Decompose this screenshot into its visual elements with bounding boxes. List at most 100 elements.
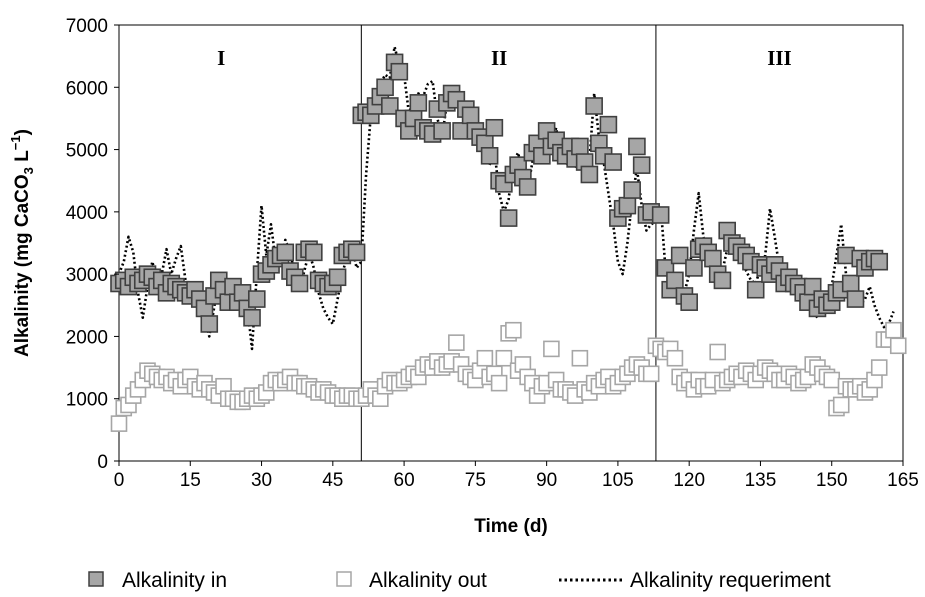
- y-tick-label: 3000: [66, 265, 108, 286]
- alkalinity-in-point: [485, 118, 504, 137]
- x-tick-label: 165: [887, 470, 919, 491]
- alkalinity-in-point: [200, 315, 219, 333]
- x-axis-ticks: 0 15 30 45 60 75 90 105 120 135 150 165: [114, 461, 919, 491]
- legend-label-alkalinity-out: Alkalinity out: [369, 569, 487, 592]
- alkalinity-out-point: [870, 359, 888, 376]
- alkalinity-in-point: [499, 209, 518, 227]
- alkalinity-out-point: [885, 321, 902, 339]
- y-axis-title: Alkalinity (mg CaCO3 L−1): [8, 129, 36, 357]
- alkalinity-in-point: [651, 206, 670, 224]
- y-tick-label: 6000: [66, 78, 108, 99]
- alkalinity-out-point: [832, 396, 850, 414]
- alkalinity-in-point: [870, 252, 889, 271]
- x-tick-label: 120: [673, 470, 705, 491]
- x-axis-title: Time (d): [474, 516, 548, 537]
- phase-labels: I II III: [217, 46, 792, 70]
- alkalinity-in-point: [571, 137, 589, 156]
- alkalinity-in-point: [585, 97, 603, 115]
- alkalinity-in-point: [328, 268, 347, 287]
- x-tick-label: 105: [602, 470, 634, 491]
- alkalinity-in-point: [628, 137, 646, 156]
- y-tick-label: 4000: [66, 203, 108, 224]
- series-alkalinity-in: [110, 53, 889, 333]
- legend: Alkalinity in Alkalinity out Alkalinity …: [88, 569, 831, 592]
- plot-area: [118, 24, 904, 462]
- alkalinity-out-point: [823, 371, 841, 389]
- x-tick-label: 135: [745, 470, 777, 491]
- alkalinity-in-point: [623, 181, 641, 199]
- x-tick-label: 45: [322, 470, 343, 491]
- alkalinity-in-point: [247, 290, 266, 308]
- alkalinity-in-point: [713, 271, 732, 290]
- y-axis-title-main: Alkalinity (mg CaCO: [12, 174, 33, 357]
- alkalinity-out-point: [476, 349, 494, 367]
- alkalinity-out-point: [505, 321, 522, 339]
- alkalinity-out-point: [666, 349, 684, 367]
- y-axis-title-superscript: −1: [8, 135, 23, 150]
- x-tick-label: 0: [114, 470, 125, 491]
- alkalinity-in-point: [680, 293, 698, 311]
- y-tick-label: 1000: [66, 390, 108, 411]
- alkalinity-in-point: [290, 274, 309, 293]
- y-tick-label: 5000: [66, 141, 108, 162]
- alkalinity-in-point: [604, 153, 622, 171]
- alkalinity-in-point: [670, 246, 689, 265]
- y-axis-title-close: ): [12, 129, 33, 135]
- legend-item-alkalinity-requirement: Alkalinity requeriment: [559, 569, 831, 592]
- alkalinity-in-point: [347, 243, 366, 262]
- legend-item-alkalinity-in: Alkalinity in: [88, 569, 227, 592]
- alkalinity-in-point: [841, 274, 860, 293]
- alkalinity-in-point: [666, 271, 684, 290]
- x-tick-label: 30: [251, 470, 272, 491]
- alkalinity-in-point: [685, 259, 703, 277]
- legend-label-alkalinity-requirement: Alkalinity requeriment: [630, 569, 831, 592]
- x-tick-label: 15: [180, 470, 201, 491]
- alkalinity-in-point: [632, 156, 651, 174]
- alkalinity-in-point: [305, 243, 323, 262]
- alkalinity-in-point: [518, 178, 537, 196]
- y-axis-ticks: 0 1000 2000 3000 4000 5000 6000 7000: [66, 16, 119, 473]
- alkalinity-in-point: [461, 106, 480, 125]
- x-tick-label: 75: [465, 470, 486, 491]
- alkalinity-in-point: [580, 165, 599, 184]
- series-alkalinity-out: [110, 321, 907, 432]
- alkalinity-in-point: [381, 97, 399, 115]
- alkalinity-in-point: [243, 308, 261, 327]
- alkalinity-out-point: [642, 365, 660, 383]
- alkalinity-out-point: [571, 349, 589, 367]
- y-tick-label: 0: [97, 452, 108, 473]
- alkalinity-in-point: [746, 280, 765, 299]
- phase-label: III: [767, 46, 792, 70]
- y-axis-title-subscript: 3: [21, 167, 36, 174]
- x-tick-label: 90: [536, 470, 557, 491]
- legend-marker-filled-square: [88, 571, 104, 587]
- phase-label: II: [491, 46, 507, 70]
- phase-boundaries: [360, 25, 657, 461]
- legend-marker-open-square: [336, 571, 352, 587]
- alkalinity-in-point: [376, 78, 394, 97]
- alkalinity-in-point: [433, 122, 451, 140]
- legend-label-alkalinity-in: Alkalinity in: [122, 569, 227, 592]
- alkalinity-in-point: [480, 147, 499, 165]
- alkalinity-in-point: [846, 290, 865, 308]
- alkalinity-in-point: [704, 249, 722, 268]
- alkalinity-out-point: [709, 343, 726, 361]
- y-tick-label: 2000: [66, 327, 108, 348]
- alkalinity-in-point: [390, 62, 409, 81]
- alkalinity-in-point: [618, 196, 637, 215]
- alkalinity-out-point: [495, 349, 513, 367]
- alkalinity-in-point: [599, 115, 618, 134]
- phase-label: I: [217, 46, 225, 70]
- y-tick-label: 7000: [66, 16, 108, 37]
- alkalinity-out-point: [448, 334, 465, 351]
- x-tick-label: 60: [394, 470, 415, 491]
- alkalinity-in-point: [409, 94, 428, 112]
- alkalinity-in-point: [276, 243, 295, 262]
- alkalinity-out-point: [490, 374, 508, 392]
- alkalinity-out-point: [543, 340, 560, 358]
- legend-item-alkalinity-out: Alkalinity out: [336, 569, 487, 592]
- x-tick-label: 150: [816, 470, 848, 491]
- y-axis-title-tail: L: [12, 150, 33, 167]
- alkalinity-out-point: [889, 337, 907, 355]
